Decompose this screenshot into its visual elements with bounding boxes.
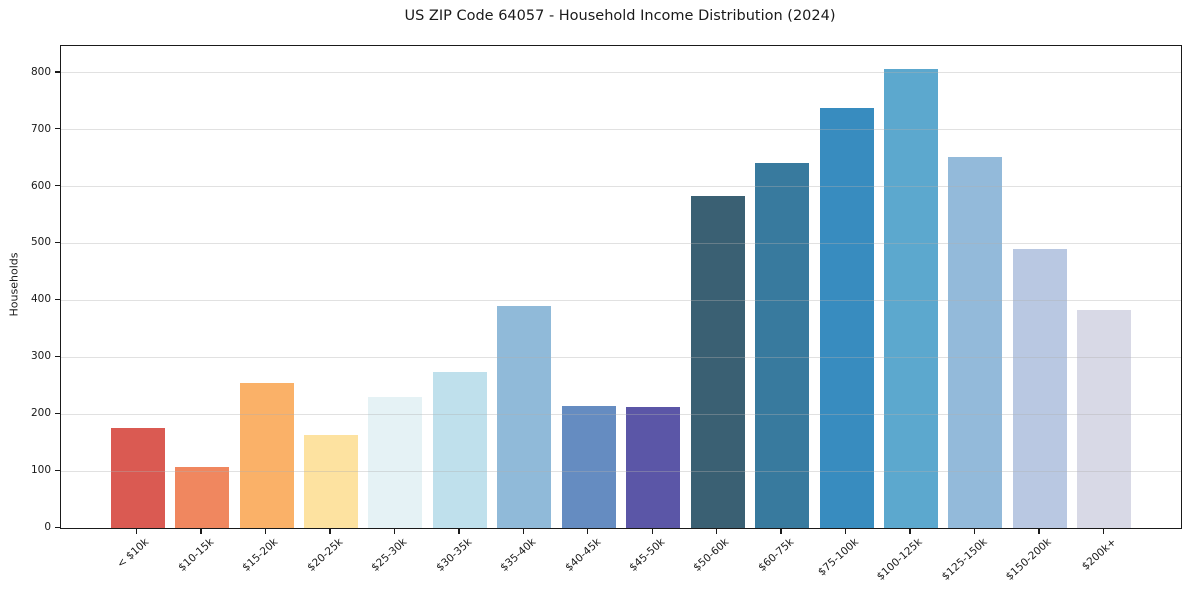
- y-tick-label: 700: [30, 122, 51, 135]
- bar-$75-100k: [819, 108, 874, 528]
- x-tick-label: $75-100k: [815, 536, 861, 579]
- y-tick-label: 300: [30, 350, 51, 363]
- x-tick-label: $15-20k: [240, 536, 281, 574]
- x-tick-label: $50-60k: [691, 536, 732, 574]
- y-tick-mark: [55, 412, 60, 414]
- bar-$60-75k: [755, 163, 810, 528]
- bar-$30-35k: [432, 371, 487, 528]
- x-tick-mark: [458, 528, 460, 534]
- x-tick-mark: [264, 528, 267, 534]
- y-tick-label: 600: [30, 179, 51, 192]
- x-tick-mark: [844, 528, 847, 534]
- bar-$125-150k: [948, 156, 1003, 528]
- x-tick-label: $45-50k: [627, 536, 668, 574]
- x-tick-label: $60-75k: [755, 536, 797, 574]
- bar-$20-25k: [304, 435, 359, 528]
- x-tick-mark: [200, 528, 202, 534]
- bar-$15-20k: [239, 383, 294, 528]
- x-tick-mark: [522, 528, 524, 534]
- x-tick-label: $125-150k: [939, 536, 990, 583]
- bar-$25-30k: [368, 396, 423, 528]
- y-tick-mark: [55, 469, 60, 471]
- x-tick-mark: [716, 528, 718, 534]
- y-tick-mark: [55, 128, 60, 130]
- y-tick-label: 400: [30, 293, 51, 306]
- x-tick-label: $30-35k: [433, 536, 474, 574]
- x-tick-label: $20-25k: [304, 536, 346, 574]
- bar-$45-50k: [626, 407, 681, 528]
- x-tick-mark: [1038, 528, 1040, 534]
- x-tick-mark: [329, 528, 331, 534]
- bar-$50-60k: [690, 195, 745, 528]
- x-tick-label: $10-15k: [175, 536, 217, 574]
- plot-area: [60, 45, 1182, 529]
- x-tick-label: $25-30k: [369, 536, 410, 574]
- x-tick-mark: [973, 528, 976, 534]
- gridline-y-600: [61, 186, 1181, 188]
- x-tick-mark: [136, 528, 138, 534]
- x-tick-mark: [780, 528, 782, 534]
- x-tick-label: $35-40k: [498, 536, 539, 574]
- x-tick-label: $150-200k: [1003, 536, 1054, 583]
- y-tick-mark: [55, 241, 60, 244]
- y-axis-label: Households: [7, 252, 21, 317]
- x-tick-label: $100-125k: [874, 536, 926, 583]
- y-tick-label: 200: [30, 407, 51, 420]
- y-tick-label: 800: [30, 65, 51, 78]
- gridline-y-800: [61, 72, 1181, 74]
- bar-$35-40k: [497, 306, 552, 528]
- y-tick-mark: [55, 526, 60, 528]
- y-tick-label: 0: [44, 521, 51, 533]
- chart-title: US ZIP Code 64057 - Household Income Dis…: [404, 8, 836, 24]
- gridline-y-700: [61, 129, 1181, 131]
- y-tick-label: 500: [30, 236, 51, 249]
- x-tick-label: $200k+: [1079, 536, 1119, 573]
- bar-< $10k: [110, 428, 165, 528]
- bar-$10-15k: [175, 466, 230, 528]
- bar-$100-125k: [883, 69, 938, 528]
- x-tick-mark: [1102, 528, 1104, 534]
- x-tick-label: < $10k: [115, 536, 152, 571]
- y-tick-mark: [55, 71, 60, 73]
- y-tick-mark: [55, 355, 60, 358]
- y-tick-label: 100: [30, 464, 51, 477]
- y-tick-mark: [55, 298, 60, 301]
- x-tick-mark: [909, 528, 911, 534]
- x-tick-mark: [587, 528, 589, 534]
- gridline-y-500: [61, 242, 1181, 244]
- x-tick-mark: [393, 528, 396, 534]
- x-tick-label: $40-45k: [562, 536, 603, 574]
- x-tick-mark: [651, 528, 653, 534]
- bar-$150-200k: [1012, 248, 1067, 528]
- y-tick-mark: [55, 185, 60, 187]
- bar-$40-45k: [561, 406, 616, 528]
- bar-$200k+: [1077, 310, 1132, 528]
